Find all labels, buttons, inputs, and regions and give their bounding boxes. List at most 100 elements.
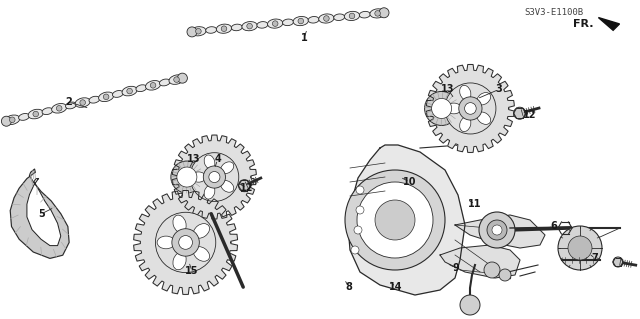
Circle shape bbox=[239, 180, 250, 192]
Ellipse shape bbox=[268, 19, 283, 28]
Circle shape bbox=[356, 186, 364, 194]
Circle shape bbox=[221, 26, 227, 32]
Ellipse shape bbox=[19, 114, 29, 120]
Ellipse shape bbox=[477, 93, 491, 105]
Circle shape bbox=[156, 212, 216, 273]
Ellipse shape bbox=[460, 85, 471, 100]
Circle shape bbox=[298, 18, 303, 24]
Circle shape bbox=[127, 88, 132, 94]
Ellipse shape bbox=[477, 112, 491, 124]
Circle shape bbox=[209, 172, 220, 182]
Ellipse shape bbox=[89, 96, 100, 103]
Text: 1: 1 bbox=[301, 33, 307, 43]
Circle shape bbox=[568, 236, 592, 260]
Ellipse shape bbox=[122, 86, 137, 96]
Text: 14: 14 bbox=[388, 282, 403, 292]
Ellipse shape bbox=[308, 17, 319, 23]
Ellipse shape bbox=[221, 162, 234, 174]
Circle shape bbox=[150, 83, 156, 88]
Circle shape bbox=[613, 257, 623, 267]
Circle shape bbox=[487, 220, 507, 240]
Ellipse shape bbox=[204, 155, 215, 169]
Ellipse shape bbox=[216, 24, 232, 33]
Text: 15: 15 bbox=[185, 266, 199, 276]
Ellipse shape bbox=[193, 247, 209, 261]
Ellipse shape bbox=[75, 98, 90, 107]
Text: 9: 9 bbox=[452, 263, 459, 273]
Ellipse shape bbox=[191, 172, 205, 182]
Circle shape bbox=[10, 117, 15, 122]
Polygon shape bbox=[598, 18, 620, 30]
Polygon shape bbox=[348, 145, 465, 295]
Circle shape bbox=[56, 106, 62, 111]
Ellipse shape bbox=[231, 24, 243, 31]
Circle shape bbox=[351, 246, 359, 254]
Ellipse shape bbox=[136, 85, 147, 92]
Circle shape bbox=[445, 83, 496, 134]
Polygon shape bbox=[426, 64, 515, 152]
Polygon shape bbox=[172, 135, 257, 219]
Circle shape bbox=[499, 269, 511, 281]
Ellipse shape bbox=[28, 109, 44, 119]
Circle shape bbox=[375, 11, 380, 16]
Text: S3V3-E1100B: S3V3-E1100B bbox=[524, 8, 583, 17]
Polygon shape bbox=[27, 179, 61, 246]
Circle shape bbox=[379, 8, 389, 18]
Circle shape bbox=[492, 225, 502, 235]
Text: 4: 4 bbox=[214, 154, 221, 165]
Text: 2: 2 bbox=[66, 97, 72, 107]
Text: 13: 13 bbox=[187, 154, 201, 165]
Circle shape bbox=[357, 182, 433, 258]
Text: 10: 10 bbox=[403, 177, 417, 187]
Circle shape bbox=[80, 100, 86, 105]
Polygon shape bbox=[455, 215, 545, 248]
Ellipse shape bbox=[113, 91, 124, 97]
Circle shape bbox=[173, 77, 179, 82]
Ellipse shape bbox=[42, 108, 53, 115]
Polygon shape bbox=[10, 169, 69, 258]
Circle shape bbox=[187, 27, 197, 37]
Ellipse shape bbox=[344, 11, 360, 20]
Ellipse shape bbox=[359, 11, 371, 18]
Ellipse shape bbox=[4, 115, 20, 124]
Circle shape bbox=[196, 28, 201, 34]
Circle shape bbox=[558, 226, 602, 270]
Ellipse shape bbox=[293, 17, 308, 26]
Text: 3: 3 bbox=[496, 84, 502, 94]
Ellipse shape bbox=[205, 27, 217, 33]
Ellipse shape bbox=[159, 79, 170, 86]
Polygon shape bbox=[134, 190, 237, 294]
Ellipse shape bbox=[319, 14, 334, 23]
Ellipse shape bbox=[169, 75, 184, 84]
Circle shape bbox=[33, 111, 38, 117]
Circle shape bbox=[204, 166, 225, 188]
Ellipse shape bbox=[65, 102, 76, 109]
Text: 11: 11 bbox=[468, 199, 482, 209]
Text: 12: 12 bbox=[239, 183, 253, 193]
Circle shape bbox=[465, 103, 476, 114]
Circle shape bbox=[190, 153, 239, 201]
Circle shape bbox=[273, 21, 278, 26]
Circle shape bbox=[354, 226, 362, 234]
Circle shape bbox=[356, 206, 364, 214]
Circle shape bbox=[375, 200, 415, 240]
Circle shape bbox=[177, 167, 197, 187]
Circle shape bbox=[514, 107, 525, 119]
Text: 12: 12 bbox=[523, 110, 537, 120]
Polygon shape bbox=[440, 245, 520, 278]
Circle shape bbox=[431, 99, 452, 118]
Circle shape bbox=[172, 229, 199, 256]
Text: 13: 13 bbox=[441, 84, 455, 94]
Text: 6: 6 bbox=[550, 221, 557, 232]
Ellipse shape bbox=[257, 22, 268, 28]
Circle shape bbox=[345, 170, 445, 270]
Circle shape bbox=[460, 295, 480, 315]
Ellipse shape bbox=[52, 104, 67, 113]
Text: FR.: FR. bbox=[573, 19, 593, 29]
Circle shape bbox=[424, 92, 459, 125]
Circle shape bbox=[324, 16, 329, 21]
Circle shape bbox=[484, 262, 500, 278]
Circle shape bbox=[171, 161, 203, 193]
Ellipse shape bbox=[99, 92, 114, 101]
Ellipse shape bbox=[193, 224, 209, 238]
